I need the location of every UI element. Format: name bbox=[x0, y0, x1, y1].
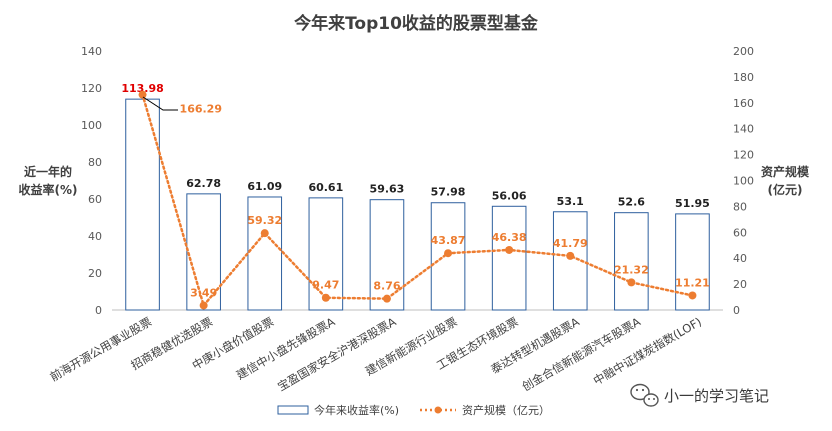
y-right-label-line2: (亿元) bbox=[768, 182, 803, 197]
y-right-ticks: 0 20 40 60 80 100 120 140 160 180 200 bbox=[733, 45, 754, 317]
line-point bbox=[444, 249, 453, 258]
line-value-label: 166.29 bbox=[180, 103, 222, 116]
bar bbox=[614, 212, 649, 311]
bar bbox=[186, 193, 221, 311]
line-value-label: 11.21 bbox=[675, 276, 710, 289]
y-left-tick-label: 20 bbox=[88, 267, 102, 280]
bar bbox=[491, 205, 527, 311]
line-point bbox=[505, 245, 514, 254]
y-right-tick-label: 200 bbox=[733, 45, 754, 58]
y-left-tick-label: 0 bbox=[95, 304, 102, 317]
line-point bbox=[260, 229, 269, 238]
line-point bbox=[627, 278, 636, 287]
y-left-label-line1: 近一年的 bbox=[24, 164, 72, 179]
y-right-tick-label: 60 bbox=[733, 226, 747, 239]
bar-value-label: 62.78 bbox=[186, 177, 221, 190]
bar-value-label: 61.09 bbox=[247, 180, 282, 193]
line-point bbox=[321, 293, 330, 302]
bar-value-label: 53.1 bbox=[557, 195, 584, 208]
y-right-tick-label: 0 bbox=[733, 304, 740, 317]
category-label: 前海开源公用事业股票 bbox=[47, 314, 154, 384]
y-left-label-line2: 收益率(%) bbox=[19, 182, 78, 197]
y-left-tick-label: 40 bbox=[88, 230, 102, 243]
line-value-label: 59.32 bbox=[247, 214, 282, 227]
bar-value-label: 52.6 bbox=[618, 196, 645, 209]
y-right-tick-label: 20 bbox=[733, 278, 747, 291]
line-point bbox=[566, 251, 575, 260]
y-right-tick-label: 80 bbox=[733, 200, 747, 213]
leader-line bbox=[142, 96, 178, 111]
y-left-tick-label: 60 bbox=[88, 193, 102, 206]
line-value-label: 46.38 bbox=[492, 231, 527, 244]
bar bbox=[247, 196, 283, 311]
line-point bbox=[382, 294, 391, 303]
bar-series: 113.98 62.78 61.09 60.61 59.63 57.98 56.06 53.1… bbox=[121, 82, 710, 311]
y-right-tick-label: 140 bbox=[733, 123, 754, 136]
legend-swatch-bar bbox=[277, 405, 309, 415]
watermark: 小一的学习笔记 bbox=[630, 383, 769, 407]
y-left-ticks: 0 20 40 60 80 100 120 140 bbox=[81, 45, 102, 317]
chart-title: 今年来Top10收益的股票型基金 bbox=[294, 13, 539, 34]
line-series: 166.29 3.49 59.32 9.47 8.76 43.87 46.38 41.79 21… bbox=[138, 90, 710, 310]
line-value-label: 41.79 bbox=[553, 237, 588, 250]
category-labels: 前海开源公用事业股票招商稳健优选股票中庚小盘价值股票建信中小盘先锋股票A宝盈国家… bbox=[47, 314, 703, 393]
legend-swatch-marker bbox=[434, 406, 442, 414]
category-label: 建信中小盘先锋股票A bbox=[234, 314, 338, 382]
bar bbox=[369, 199, 405, 311]
y-left-tick-label: 80 bbox=[88, 156, 102, 169]
y-right-tick-label: 120 bbox=[733, 149, 754, 162]
line-value-label: 8.76 bbox=[373, 280, 400, 293]
bar-value-label: 59.63 bbox=[370, 183, 405, 196]
category-label: 中融中证煤炭指数(LOF) bbox=[591, 314, 704, 387]
y-right-tick-label: 160 bbox=[733, 97, 754, 110]
line-value-label: 21.32 bbox=[614, 263, 649, 276]
bar bbox=[125, 98, 160, 311]
line-series-path bbox=[141, 93, 694, 309]
line-point bbox=[688, 291, 697, 300]
line-point bbox=[138, 90, 147, 99]
bar bbox=[308, 197, 344, 311]
line-value-label: 43.87 bbox=[431, 234, 466, 247]
bar-value-label: 60.61 bbox=[308, 181, 343, 194]
y-right-label-line1: 资产规模 bbox=[761, 164, 810, 179]
y-left-tick-label: 140 bbox=[81, 45, 102, 58]
bar-value-label: 56.06 bbox=[492, 189, 527, 202]
legend-label-line: 资产规模（亿元） bbox=[462, 403, 550, 417]
legend-label-bar: 今年来收益率(%) bbox=[314, 403, 399, 417]
y-right-tick-label: 40 bbox=[733, 252, 747, 265]
bar-value-label: 57.98 bbox=[431, 186, 466, 199]
y-right-tick-label: 100 bbox=[733, 175, 754, 188]
wechat-icon bbox=[630, 383, 659, 407]
line-value-label: 3.49 bbox=[190, 286, 217, 299]
y-left-tick-label: 120 bbox=[81, 82, 102, 95]
bar-value-label: 113.98 bbox=[121, 82, 163, 95]
y-right-tick-label: 180 bbox=[733, 71, 754, 84]
bar-value-label: 51.95 bbox=[675, 197, 710, 210]
watermark-text: 小一的学习笔记 bbox=[664, 387, 769, 405]
legend: 今年来收益率(%) 资产规模（亿元） bbox=[277, 403, 550, 417]
line-value-label: 9.47 bbox=[312, 279, 339, 292]
y-left-tick-label: 100 bbox=[81, 119, 102, 132]
line-point bbox=[199, 301, 208, 310]
